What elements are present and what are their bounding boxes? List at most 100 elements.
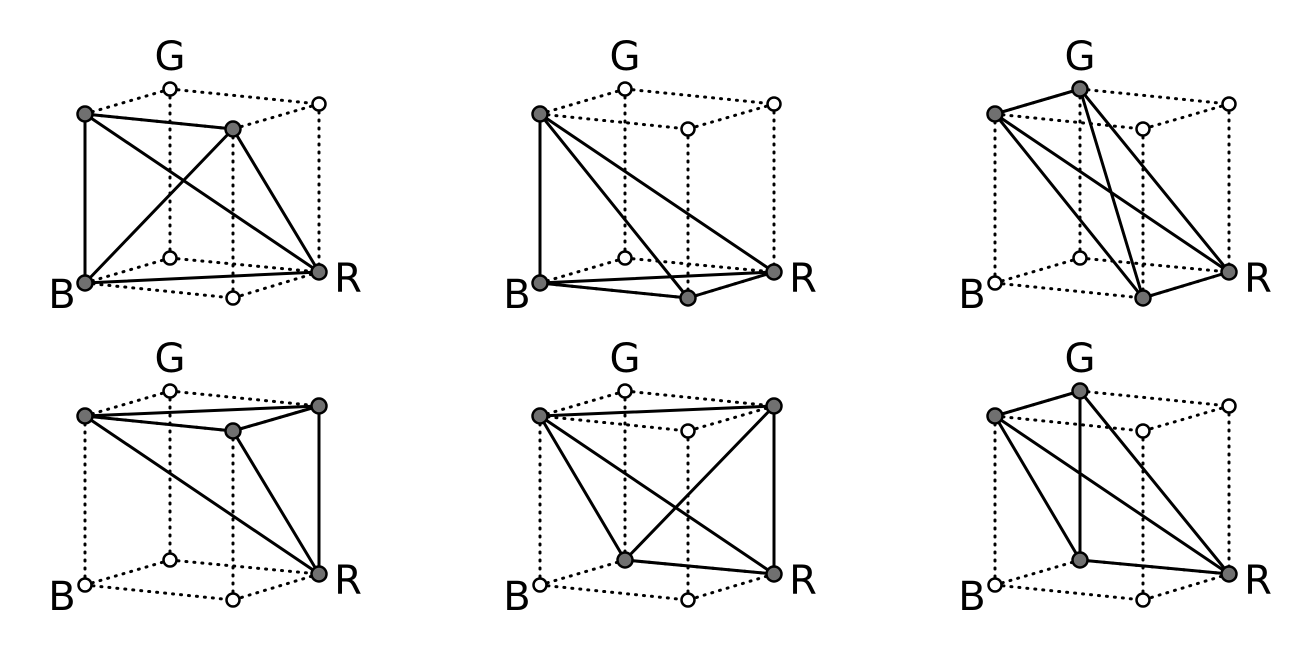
cube-edge-GW — [168, 87, 321, 106]
panel-2: G B R — [503, 34, 817, 318]
cube-edge-WY — [686, 404, 776, 433]
cube-edge-KR — [168, 558, 321, 576]
axis-label-g: G — [610, 336, 641, 382]
axis-label-r: R — [1244, 256, 1272, 302]
panel-4: G B R — [48, 336, 362, 620]
filled-vertex-R — [310, 263, 328, 281]
filled-vertex-K — [616, 551, 634, 569]
open-vertex-K — [162, 552, 178, 568]
cube-edge-CY — [538, 414, 690, 433]
filled-vertex-G — [1071, 80, 1089, 98]
tetrahedron-edge-RY — [231, 127, 321, 274]
open-vertex-B — [987, 275, 1003, 291]
open-vertex-W — [766, 96, 782, 112]
filled-vertex-R — [310, 565, 328, 583]
cube-edge-GW — [168, 389, 321, 408]
tetrahedron-edge-GR — [1078, 389, 1231, 576]
cube-edge-GC — [538, 389, 627, 418]
open-vertex-Y — [680, 423, 696, 439]
tetrahedron-edge-WY — [231, 404, 321, 433]
axis-label-b: B — [48, 272, 75, 318]
cube-edge-WY — [1141, 102, 1231, 131]
filled-vertex-M — [1134, 289, 1152, 307]
panel-grid: G B R G B R G B R G B R G B R G B R — [48, 34, 1272, 620]
cube-edge-KR — [1078, 256, 1231, 274]
cube-edge-BM — [83, 281, 235, 300]
panel-5: G B R — [503, 336, 817, 620]
cube-edge-WY — [231, 102, 321, 131]
tetrahedron — [993, 87, 1231, 300]
tetrahedron — [83, 112, 321, 285]
filled-vertex-C — [986, 105, 1004, 123]
cube-edge-BM — [993, 583, 1145, 602]
filled-vertex-M — [679, 289, 697, 307]
axis-label-g: G — [155, 336, 186, 382]
tetrahedron-edge-CW — [83, 404, 321, 418]
tetrahedron-edge-BR — [538, 270, 776, 285]
tetrahedron-edge-CR — [538, 414, 776, 576]
cube-edge-BM — [83, 583, 235, 602]
open-vertex-M — [1135, 592, 1151, 608]
open-vertex-G — [162, 383, 178, 399]
axis-label-b: B — [48, 574, 75, 620]
axis-label-b: B — [958, 574, 985, 620]
open-vertex-G — [617, 81, 633, 97]
tetrahedron-edge-CY — [83, 414, 235, 433]
axis-label-b: B — [503, 574, 530, 620]
cube-edge-CY — [538, 112, 690, 131]
open-vertex-G — [162, 81, 178, 97]
tetrahedron-edge-BR — [83, 270, 321, 285]
tetrahedron-edge-CR — [83, 112, 321, 274]
cube-vertices — [531, 383, 783, 608]
filled-vertex-R — [765, 263, 783, 281]
filled-vertex-C — [531, 105, 549, 123]
cube-edge-CY — [993, 414, 1145, 433]
tetrahedron-edge-GC — [993, 87, 1082, 116]
cube-edge-GW — [1078, 389, 1231, 408]
tetrahedron-edge-MC — [993, 112, 1145, 300]
tetrahedron — [83, 404, 321, 576]
tetrahedron-edge-MR — [686, 270, 776, 300]
tetrahedron-edge-BY — [83, 127, 235, 285]
cube-edge-KB — [83, 256, 172, 285]
open-vertex-K — [1072, 250, 1088, 266]
filled-vertex-R — [1220, 565, 1238, 583]
axis-label-g: G — [610, 34, 641, 80]
tetrahedron-edge-CR — [538, 112, 776, 274]
open-vertex-B — [532, 577, 548, 593]
open-vertex-W — [311, 96, 327, 112]
cube-edge-GC — [83, 389, 172, 418]
filled-vertex-C — [531, 407, 549, 425]
filled-vertex-C — [986, 407, 1004, 425]
tetrahedron-edge-CR — [993, 414, 1231, 576]
open-vertex-W — [1221, 398, 1237, 414]
axis-label-r: R — [789, 256, 817, 302]
open-vertex-M — [680, 592, 696, 608]
cube-edge-WY — [686, 102, 776, 131]
filled-vertex-Y — [224, 120, 242, 138]
axis-label-b: B — [958, 272, 985, 318]
axis-label-g: G — [1065, 336, 1096, 382]
tetrahedron-edge-CR — [993, 112, 1231, 274]
cube-vertices — [531, 81, 783, 307]
axis-label-b: B — [503, 272, 530, 318]
cube-vertices — [76, 383, 328, 608]
open-vertex-B — [987, 577, 1003, 593]
cube-edge-KR — [168, 256, 321, 274]
panel-6: G B R — [958, 336, 1272, 620]
panel-3: G B R — [958, 34, 1272, 318]
axis-label-g: G — [155, 34, 186, 80]
tetrahedron-edge-CY — [83, 112, 235, 131]
cube-edge-RM — [686, 572, 776, 602]
tetrahedron-edge-MB — [538, 281, 690, 300]
cube-edge-GC — [538, 87, 627, 116]
filled-vertex-B — [76, 274, 94, 292]
cube-edge-GC — [83, 87, 172, 116]
cube-vertices — [986, 382, 1238, 608]
open-vertex-Y — [1135, 121, 1151, 137]
tetrahedron — [538, 404, 776, 576]
open-vertex-M — [225, 290, 241, 306]
cube-edge-KB — [993, 558, 1082, 587]
cube-edge-RM — [231, 572, 321, 602]
